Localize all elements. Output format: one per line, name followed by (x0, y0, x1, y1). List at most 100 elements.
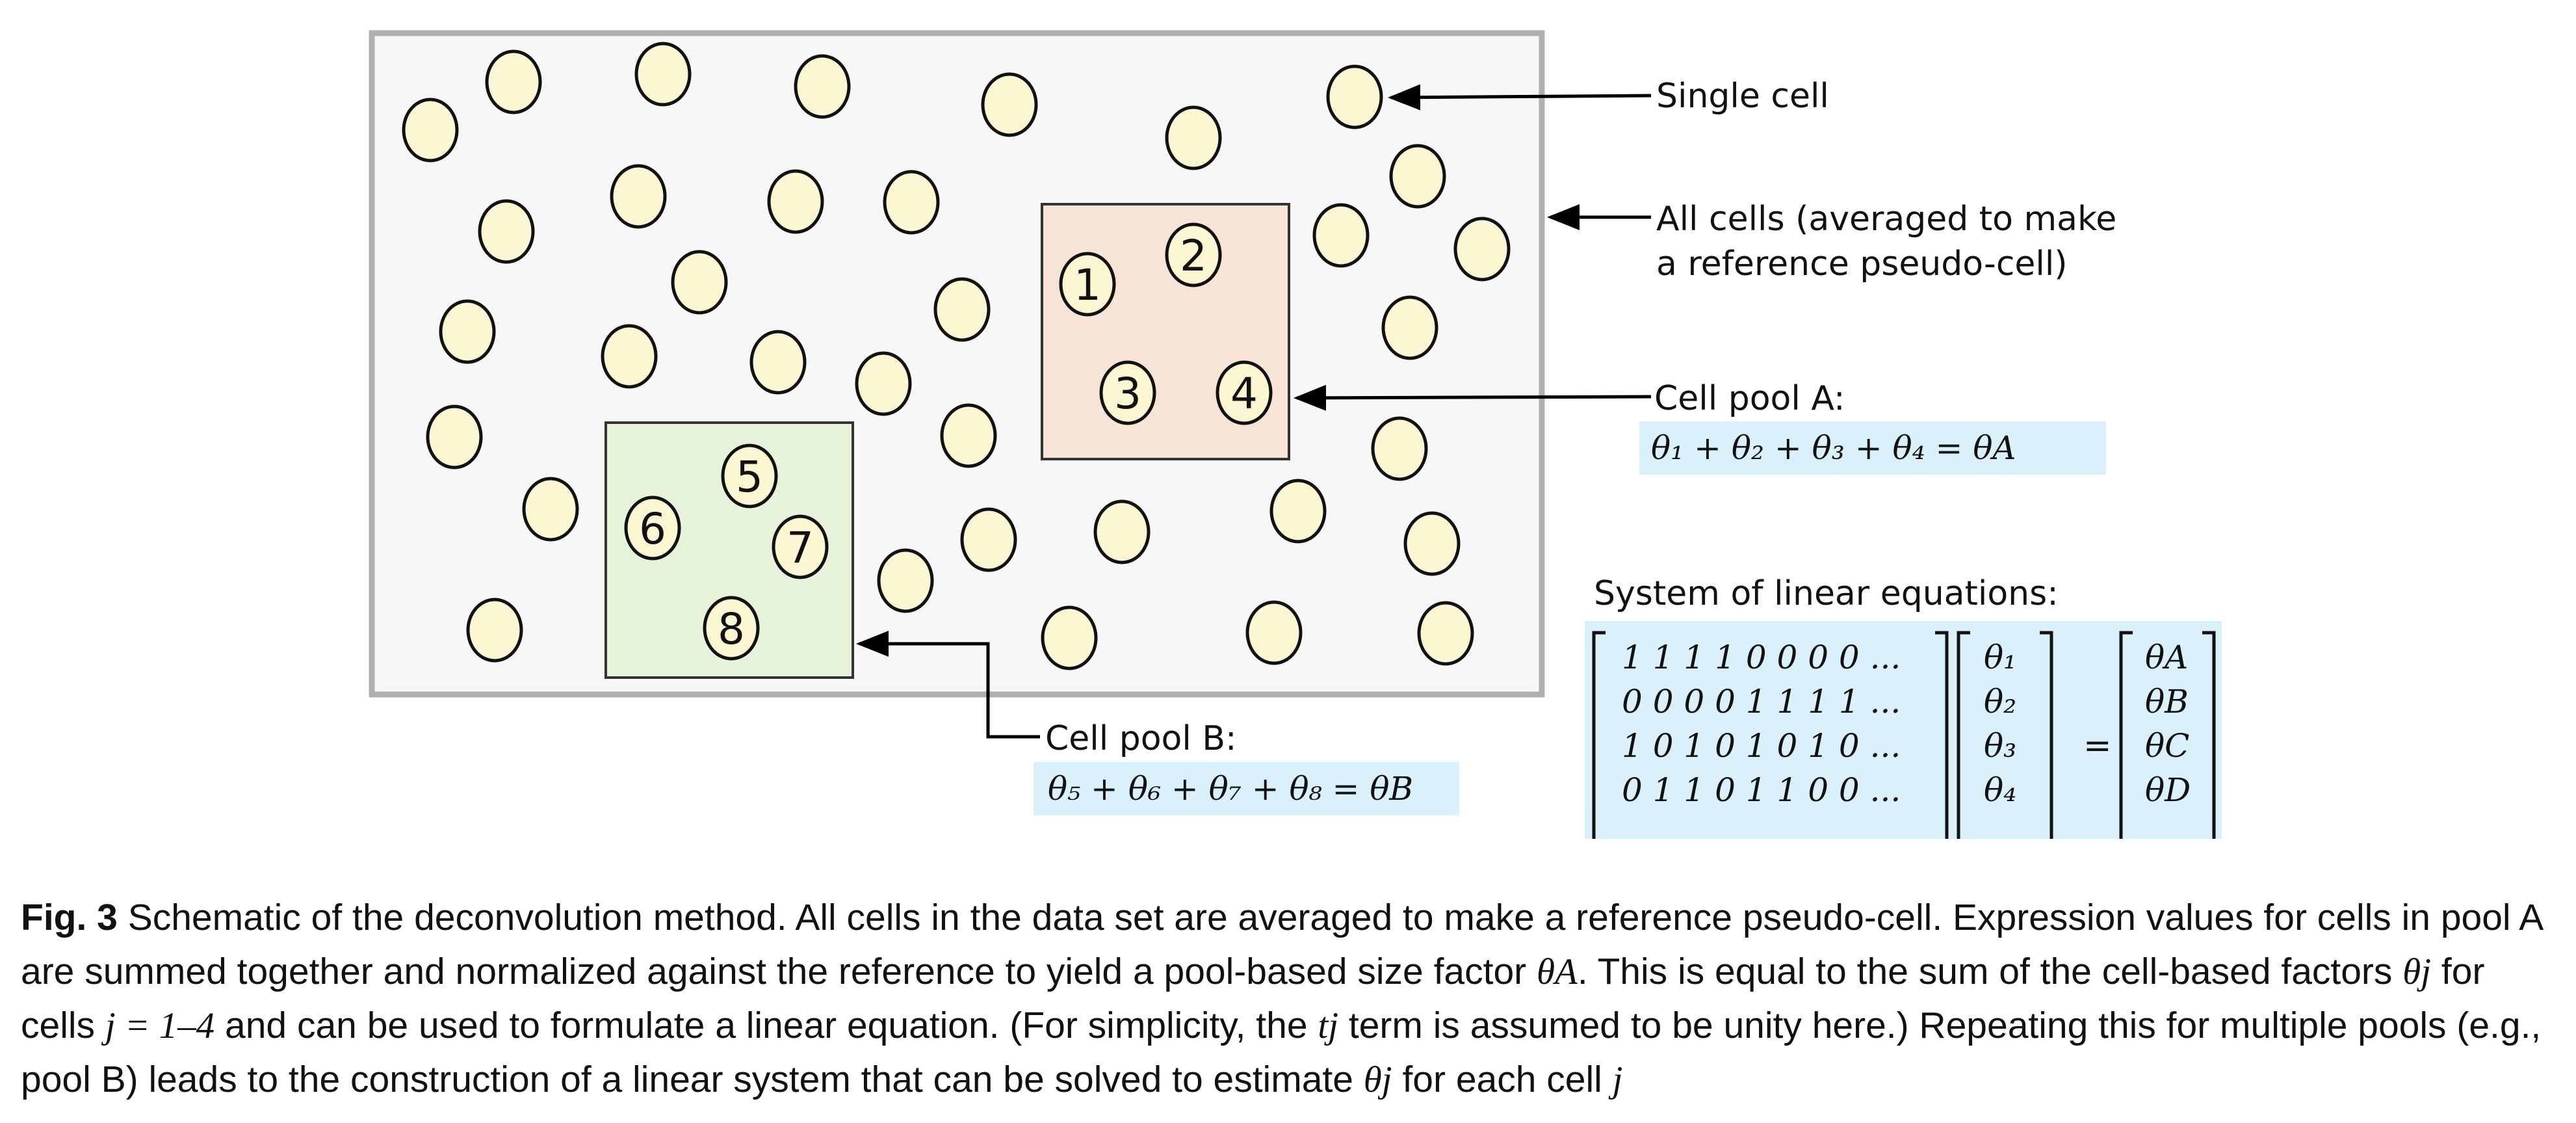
single-cell (877, 548, 934, 613)
pool-b-label: Cell pool B: (1045, 719, 1237, 758)
single-cell (960, 507, 1017, 572)
theta-left-bracket (1957, 631, 1970, 839)
pool-a-cells: 1 2 3 4 (1059, 222, 1273, 425)
all-cells-panel (369, 30, 1545, 698)
pool-a-cell-3 (1099, 360, 1156, 425)
system-label: System of linear equations: (1594, 574, 2059, 613)
pool-b-cell-8 (703, 596, 760, 661)
single-cell (749, 330, 807, 395)
pool-a-cell-3-label: 3 (1114, 369, 1141, 419)
pool-a-equation-highlight (1639, 421, 2106, 475)
single-cell (1165, 105, 1222, 170)
single-cell (794, 54, 851, 119)
single-cell (1403, 511, 1461, 576)
equals-sign: = (2083, 726, 2112, 765)
matrix-row-5: ... (1622, 815, 1653, 839)
single-cell (1326, 64, 1383, 129)
single-cell (1417, 601, 1474, 666)
cells-layer (402, 42, 1511, 670)
single-cell (981, 72, 1038, 137)
pool-left-bracket (2119, 631, 2133, 839)
caption-text-2: . This is equal to the sum of the cell-b… (1577, 951, 2403, 992)
single-cell (522, 477, 579, 542)
single-cell (1041, 605, 1098, 670)
single-cell (402, 98, 459, 163)
single-cell (1245, 600, 1303, 665)
single-cell (933, 277, 991, 342)
theta-c: θC (2145, 727, 2189, 765)
theta-vector: θ₁ θ₂ θ₃ θ₄ ... (1957, 631, 2053, 839)
pool-b-cell-5-label: 5 (736, 452, 763, 502)
caption-text-4: and can be used to formulate a linear eq… (215, 1005, 1318, 1046)
single-cell (601, 324, 658, 389)
pool-a-cell-4-label: 4 (1230, 369, 1258, 419)
caption-t-j: tj (1318, 1005, 1339, 1046)
theta-3: θ₃ (1984, 727, 2016, 765)
all-cells-label-line2: a reference pseudo-cell) (1656, 244, 2068, 284)
theta-a: θA (2145, 639, 2188, 676)
pool-b-cell-7 (772, 514, 829, 579)
pool-b-arrow (856, 631, 1040, 739)
caption-text-3: for cells (21, 951, 2485, 1046)
theta-pool-ellipsis: ... (2145, 815, 2176, 839)
pool-a-label: Cell pool A: (1654, 379, 1845, 418)
single-cell (1269, 479, 1327, 544)
pool-a-equation: θ₁ + θ₂ + θ₃ + θ₄ = θA (1651, 429, 2016, 467)
matrix-right-bracket (1935, 631, 1949, 839)
pool-a-cell-1-label: 1 (1074, 260, 1101, 310)
single-cell (478, 199, 535, 264)
caption-j: j (1612, 1059, 1623, 1100)
single-cell (485, 49, 542, 114)
theta-d: θD (2145, 771, 2191, 809)
single-cell (1381, 295, 1438, 360)
theta-1: θ₁ (1984, 639, 2016, 676)
caption-text-1: Schematic of the deconvolution method. A… (21, 897, 2542, 992)
pool-b-cell-6-label: 6 (639, 504, 666, 554)
single-cell (634, 42, 692, 107)
theta-4: θ₄ (1984, 771, 2016, 809)
figure-caption: Fig. 3 Schematic of the deconvolution me… (21, 891, 2556, 1107)
single-cell (466, 598, 523, 663)
matrix-row-3: 1 0 1 0 1 0 1 0 ... (1622, 727, 1901, 765)
single-cell (1371, 416, 1428, 481)
pool-b-cell-7-label: 7 (787, 523, 814, 573)
single-cell (439, 299, 496, 364)
caption-text-5: term is assumed to be unity here.) Repea… (21, 1005, 2542, 1100)
pool-b-equation: θ₅ + θ₆ + θ₇ + θ₈ = θB (1048, 770, 1413, 808)
figure-label: Fig. 3 (21, 897, 118, 938)
single-cell (940, 403, 997, 468)
single-cell (610, 164, 667, 229)
single-cell (883, 170, 940, 235)
pool-b-equation-highlight (1034, 762, 1459, 815)
matrix-left-bracket (1592, 631, 1606, 839)
theta-right-bracket (2040, 631, 2053, 839)
matrix-row-4: 0 1 1 0 1 1 0 0 ... (1622, 771, 1901, 809)
single-cell (1312, 203, 1370, 268)
pool-b-cell-8-label: 8 (718, 604, 745, 654)
single-cell (426, 404, 483, 469)
deconvolution-diagram: 1 2 3 4 5 6 7 8 Single cell All cells (a… (369, 30, 2222, 839)
pool-a-arrow (1294, 384, 1652, 411)
caption-j-range: j = 1–4 (105, 1005, 215, 1046)
theta-2: θ₂ (1984, 683, 2016, 720)
single-cell (767, 169, 824, 234)
theta-5: ... (1984, 815, 2015, 839)
caption-theta-j: θj (2402, 951, 2432, 992)
single-cell (1453, 217, 1511, 282)
single-cell-arrow (1388, 84, 1652, 111)
pool-a-cell-2-label: 2 (1180, 231, 1207, 281)
caption-text-6: for each cell (1392, 1059, 1613, 1100)
caption-theta-j-2: θj (1363, 1059, 1392, 1100)
matrix-row-1: 1 1 1 1 0 0 0 0 ... (1622, 639, 1901, 676)
caption-theta-a: θA (1537, 951, 1578, 992)
pool-b-cells: 5 6 7 8 (624, 443, 829, 661)
pool-a-cell-4 (1216, 360, 1273, 425)
coefficient-matrix: 1 1 1 1 0 0 0 0 ... 0 0 0 0 1 1 1 1 ... … (1592, 631, 1949, 839)
pool-a-cell-2 (1165, 222, 1222, 287)
system-highlight (1585, 621, 2222, 839)
pool-right-bracket (2202, 631, 2216, 839)
pool-b-cell-5 (721, 443, 778, 509)
single-cell (1093, 499, 1151, 564)
all-cells-label-line1: All cells (averaged to make (1656, 200, 2116, 239)
single-cell (671, 250, 728, 315)
